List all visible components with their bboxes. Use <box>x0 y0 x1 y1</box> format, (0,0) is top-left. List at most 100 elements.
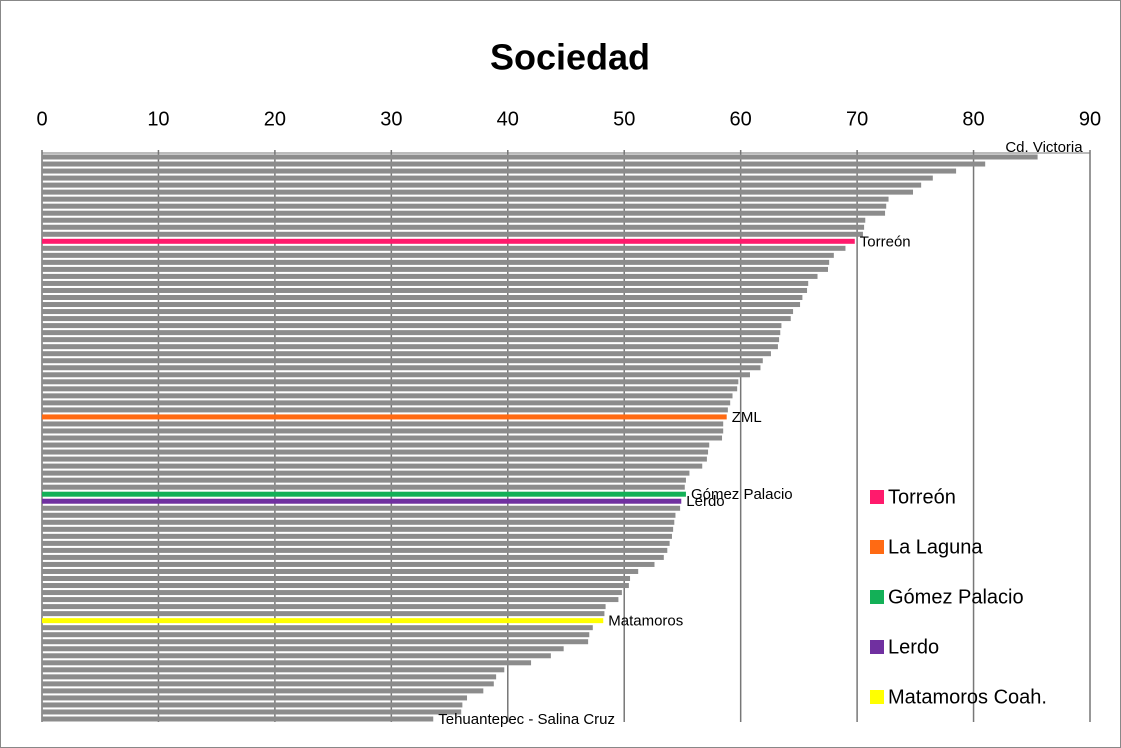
bar <box>42 358 763 364</box>
legend-swatch <box>870 490 884 504</box>
bar <box>42 561 655 567</box>
bar <box>42 646 564 652</box>
bar <box>42 590 622 596</box>
x-tick-label: 70 <box>846 108 868 130</box>
bar <box>42 273 818 279</box>
x-tick-label: 50 <box>613 108 635 130</box>
bar <box>42 196 889 202</box>
bar <box>42 252 834 258</box>
bar <box>42 435 723 441</box>
x-tick-label: 60 <box>730 108 752 130</box>
bar <box>42 653 551 659</box>
bar <box>42 266 828 272</box>
bar <box>42 618 604 624</box>
bar <box>42 512 676 518</box>
bar <box>42 175 933 181</box>
bar <box>42 287 808 293</box>
bar <box>42 695 468 701</box>
bar <box>42 393 733 399</box>
bar <box>42 632 590 638</box>
legend-swatch <box>870 690 884 704</box>
bar <box>42 344 778 350</box>
legend-swatch <box>870 540 884 554</box>
legend-label: Matamoros Coah. <box>888 686 1047 708</box>
bar <box>42 245 846 251</box>
bar <box>42 702 463 708</box>
bar <box>42 463 703 469</box>
bar <box>42 484 685 490</box>
bar-label: Gómez Palacio <box>691 486 793 503</box>
bar <box>42 449 709 455</box>
bar <box>42 189 914 195</box>
bar <box>42 379 739 385</box>
bar <box>42 295 803 300</box>
bar <box>42 597 619 603</box>
bar <box>42 688 484 694</box>
bar <box>42 400 731 406</box>
bar <box>42 337 780 343</box>
bar <box>42 203 887 209</box>
bar <box>42 323 782 329</box>
x-tick-label: 10 <box>147 108 169 130</box>
bar <box>42 667 505 673</box>
legend-swatch <box>870 590 884 604</box>
bar <box>42 533 672 539</box>
bar <box>42 421 724 427</box>
legend-label: Gómez Palacio <box>888 586 1024 608</box>
x-tick-label: 30 <box>380 108 402 130</box>
x-tick-label: 80 <box>962 108 984 130</box>
bar <box>42 519 675 525</box>
legend-label: Lerdo <box>888 636 939 658</box>
bar <box>42 505 681 511</box>
x-tick-label: 40 <box>497 108 519 130</box>
bar <box>42 168 957 174</box>
bar <box>42 547 668 553</box>
bar <box>42 224 865 230</box>
bar <box>42 681 494 687</box>
bar <box>42 309 794 315</box>
bar <box>42 611 605 617</box>
bar <box>42 372 750 378</box>
bar <box>42 316 791 322</box>
bar <box>42 639 589 645</box>
bar <box>42 238 855 244</box>
bar <box>42 407 728 413</box>
bar <box>42 526 674 532</box>
chart-title: Sociedad <box>490 37 650 78</box>
bar <box>42 330 781 336</box>
bar <box>42 386 738 392</box>
bar <box>42 498 682 504</box>
bar <box>42 210 886 216</box>
bar <box>42 491 686 497</box>
legend-label: Torreón <box>888 486 956 508</box>
bar <box>42 428 724 434</box>
legend-swatch <box>870 640 884 654</box>
bar <box>42 604 606 610</box>
bar <box>42 442 710 448</box>
bar <box>42 477 686 483</box>
bar <box>42 716 434 722</box>
bar <box>42 709 462 715</box>
bar <box>42 456 707 462</box>
bar <box>42 660 532 666</box>
bar <box>42 625 593 631</box>
bar-label: Cd. Victoria <box>1005 139 1083 156</box>
bar <box>42 182 922 188</box>
bar <box>42 161 986 167</box>
bar <box>42 674 497 680</box>
bar <box>42 259 830 265</box>
bar-label: Matamoros <box>608 613 683 630</box>
bar <box>42 217 866 223</box>
bar-label: ZML <box>732 409 762 426</box>
bar <box>42 302 801 308</box>
bar <box>42 351 771 357</box>
bar <box>42 154 1038 160</box>
bar <box>42 470 690 476</box>
bar <box>42 231 863 237</box>
x-tick-label: 20 <box>264 108 286 130</box>
bar-label: Lerdo <box>686 493 724 510</box>
bar <box>42 576 631 581</box>
x-tick-label: 0 <box>36 108 47 130</box>
bar <box>42 568 639 574</box>
